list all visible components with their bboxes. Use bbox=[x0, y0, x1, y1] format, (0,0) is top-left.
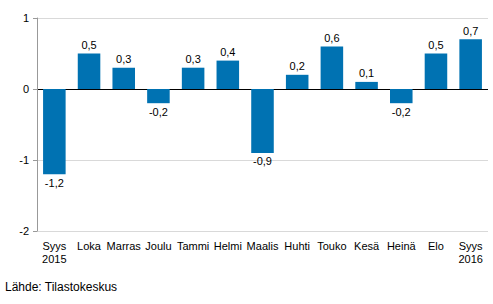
svg-text:Tammi: Tammi bbox=[177, 240, 209, 252]
svg-text:Syys: Syys bbox=[42, 240, 66, 252]
svg-text:Syys: Syys bbox=[459, 240, 483, 252]
svg-text:-0,2: -0,2 bbox=[392, 106, 411, 118]
svg-text:Touko: Touko bbox=[317, 240, 346, 252]
svg-text:0,3: 0,3 bbox=[116, 53, 131, 65]
svg-text:Helmi: Helmi bbox=[214, 240, 242, 252]
svg-text:0,7: 0,7 bbox=[463, 25, 478, 37]
svg-text:0,4: 0,4 bbox=[220, 46, 235, 58]
svg-text:0,3: 0,3 bbox=[185, 53, 200, 65]
svg-text:Kesä: Kesä bbox=[354, 240, 380, 252]
svg-text:2015: 2015 bbox=[42, 253, 66, 265]
svg-text:-1,2: -1,2 bbox=[45, 177, 64, 189]
svg-text:0,5: 0,5 bbox=[428, 39, 443, 51]
svg-text:Elo: Elo bbox=[428, 240, 444, 252]
svg-text:0,6: 0,6 bbox=[324, 32, 339, 44]
svg-text:Joulu: Joulu bbox=[145, 240, 171, 252]
svg-text:Lähde: Tilastokeskus: Lähde: Tilastokeskus bbox=[5, 280, 117, 294]
svg-text:-0,2: -0,2 bbox=[149, 106, 168, 118]
svg-text:1: 1 bbox=[23, 12, 29, 24]
svg-text:Heinä: Heinä bbox=[387, 240, 417, 252]
svg-text:0,1: 0,1 bbox=[359, 67, 374, 79]
svg-text:2016: 2016 bbox=[458, 253, 482, 265]
svg-text:0,5: 0,5 bbox=[81, 39, 96, 51]
svg-text:Huhti: Huhti bbox=[284, 240, 310, 252]
svg-text:Marras: Marras bbox=[107, 240, 142, 252]
svg-text:Loka: Loka bbox=[77, 240, 102, 252]
svg-text:-1: -1 bbox=[19, 154, 29, 166]
svg-text:Maalis: Maalis bbox=[247, 240, 279, 252]
svg-text:0: 0 bbox=[23, 83, 29, 95]
svg-text:-2: -2 bbox=[19, 225, 29, 237]
svg-text:-0,9: -0,9 bbox=[253, 155, 272, 167]
svg-text:0,2: 0,2 bbox=[290, 60, 305, 72]
